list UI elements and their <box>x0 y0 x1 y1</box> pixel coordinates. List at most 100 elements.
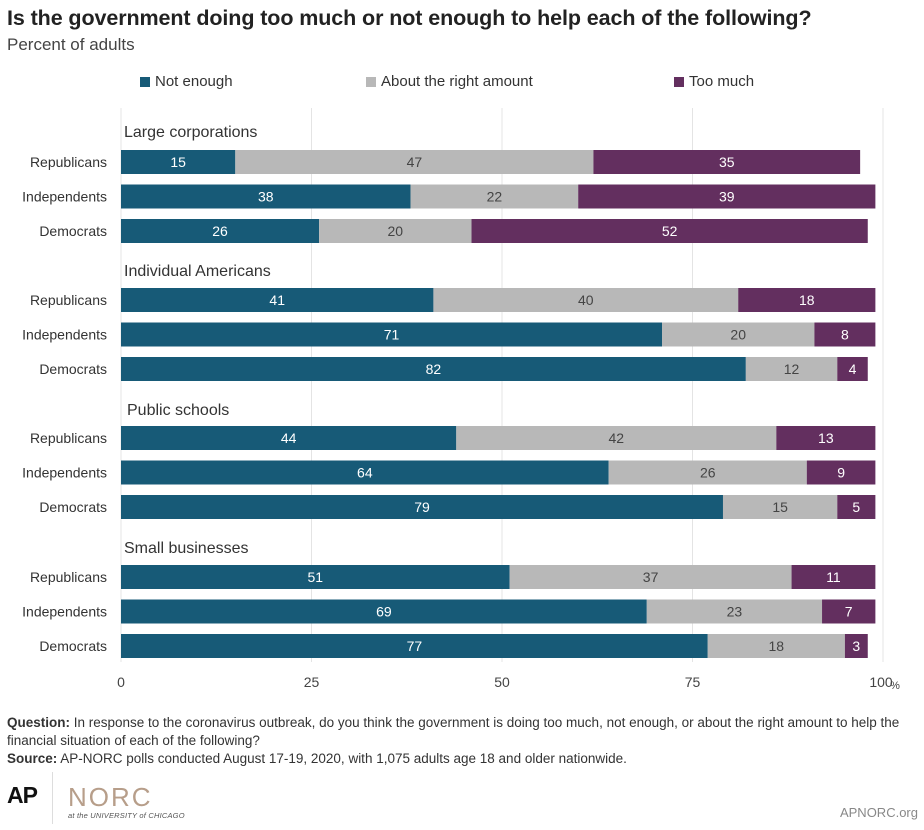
data-label: 20 <box>730 327 746 343</box>
bar-segment-too-much <box>806 460 876 485</box>
data-label: 64 <box>357 465 373 481</box>
data-label: 15 <box>170 154 186 170</box>
legend-item-too-much: Too much <box>674 73 754 90</box>
row-label: Republicans <box>30 569 107 585</box>
data-label: 69 <box>376 604 392 620</box>
norc-wordmark: NORC <box>68 782 153 812</box>
data-label: 79 <box>414 499 430 515</box>
bar-segment-about-the-right-amount <box>456 426 777 450</box>
data-label: 12 <box>784 361 800 377</box>
data-label: 11 <box>826 569 841 585</box>
data-label: 13 <box>818 430 834 446</box>
row-label: Independents <box>22 327 107 343</box>
chart-subtitle: Percent of adults <box>7 35 135 54</box>
legend-swatch-about-right <box>366 76 376 87</box>
x-tick-label-0: 0 <box>117 674 125 690</box>
row-label: Republicans <box>30 430 107 446</box>
bar-segment-about-the-right-amount <box>608 460 807 485</box>
legend-item-not-enough: Not enough <box>140 73 233 90</box>
stacked-bar-chart: 0 25 50 75 100%Large corporationsRepublicans… <box>22 108 900 692</box>
x-tick-unit: % <box>890 680 900 692</box>
bar-segment-about-the-right-amount <box>745 357 838 381</box>
bar-segment-not-enough <box>121 599 647 624</box>
bar-segment-not-enough <box>121 495 723 519</box>
bar-segment-too-much <box>593 150 861 174</box>
data-label: 71 <box>384 327 400 343</box>
bar-segment-too-much <box>837 357 868 381</box>
bar-segment-about-the-right-amount <box>646 599 823 624</box>
bar-segment-too-much <box>578 184 876 209</box>
row-label: Republicans <box>30 292 107 308</box>
data-label: 5 <box>852 499 860 515</box>
bar-segment-too-much <box>837 495 876 519</box>
row-label: Independents <box>22 189 107 205</box>
norc-logo: NORC at the UNIVERSITY of CHICAGO <box>68 782 185 820</box>
bar-segment-too-much <box>822 599 876 624</box>
bar-segment-not-enough <box>121 219 320 243</box>
bar-segment-not-enough <box>121 460 609 485</box>
data-label: 18 <box>769 638 785 654</box>
chart-title: Is the government doing too much or not … <box>7 6 812 30</box>
bar-segment-about-the-right-amount <box>410 184 579 209</box>
bar-segment-not-enough <box>121 426 457 450</box>
bar-segment-too-much <box>738 288 876 312</box>
bar-segment-too-much <box>791 565 876 589</box>
bar-segment-too-much <box>844 634 868 658</box>
question-note: Question: In response to the coronavirus… <box>7 714 912 750</box>
data-label: 4 <box>849 361 857 377</box>
bar-segment-about-the-right-amount <box>235 150 594 174</box>
row-label: Independents <box>22 465 107 481</box>
legend-label-not-enough: Not enough <box>155 73 233 90</box>
group-title: Large corporations <box>124 124 257 141</box>
group-title: Individual Americans <box>124 263 271 280</box>
data-label: 18 <box>799 292 815 308</box>
data-label: 20 <box>388 223 404 239</box>
site-link[interactable]: APNORC.org <box>839 805 918 820</box>
data-label: 51 <box>308 569 324 585</box>
norc-subtitle: at the UNIVERSITY of CHICAGO <box>68 811 185 820</box>
chart-notes: Question: In response to the coronavirus… <box>7 714 912 768</box>
group-title: Public schools <box>127 402 229 419</box>
data-label: 26 <box>212 223 228 239</box>
data-label: 8 <box>841 327 849 343</box>
data-label: 82 <box>426 361 442 377</box>
bar-segment-about-the-right-amount <box>722 495 838 519</box>
row-label: Democrats <box>39 361 107 377</box>
bar-segment-not-enough <box>121 565 510 589</box>
x-tick-label-100: 100 <box>869 674 893 690</box>
bar-segment-about-the-right-amount <box>319 219 472 243</box>
ap-logo: AP <box>7 782 38 808</box>
bar-segment-not-enough <box>121 357 746 381</box>
data-label: 22 <box>487 189 503 205</box>
source-label: Source: <box>7 751 58 766</box>
bar-segment-not-enough <box>121 288 434 312</box>
data-label: 44 <box>281 430 297 446</box>
bar-segment-about-the-right-amount <box>662 322 815 347</box>
data-label: 26 <box>700 465 716 481</box>
source-note: Source: AP-NORC polls conducted August 1… <box>7 750 912 768</box>
bar-segment-too-much <box>776 426 876 450</box>
row-label: Republicans <box>30 154 107 170</box>
row-label: Independents <box>22 604 107 620</box>
data-label: 15 <box>772 499 788 515</box>
bar-segment-not-enough <box>121 322 663 347</box>
bar-segment-about-the-right-amount <box>707 634 845 658</box>
x-tick-label-75: 75 <box>685 674 701 690</box>
data-label: 52 <box>662 223 678 239</box>
data-label: 23 <box>727 604 743 620</box>
data-label: 35 <box>719 154 735 170</box>
x-tick-label-25: 25 <box>304 674 320 690</box>
bar-segment-not-enough <box>121 150 236 174</box>
row-label: Democrats <box>39 499 107 515</box>
legend-label-too-much: Too much <box>689 73 755 90</box>
data-label: 47 <box>407 154 423 170</box>
data-label: 9 <box>837 465 845 481</box>
bar-segment-too-much <box>814 322 876 347</box>
bar-segment-not-enough <box>121 184 411 209</box>
data-label: 7 <box>845 604 853 620</box>
bar-segment-about-the-right-amount <box>433 288 739 312</box>
footer-divider <box>52 772 53 824</box>
bar-segment-not-enough <box>121 634 708 658</box>
data-label: 40 <box>578 292 594 308</box>
question-text: In response to the coronavirus outbreak,… <box>7 715 900 748</box>
